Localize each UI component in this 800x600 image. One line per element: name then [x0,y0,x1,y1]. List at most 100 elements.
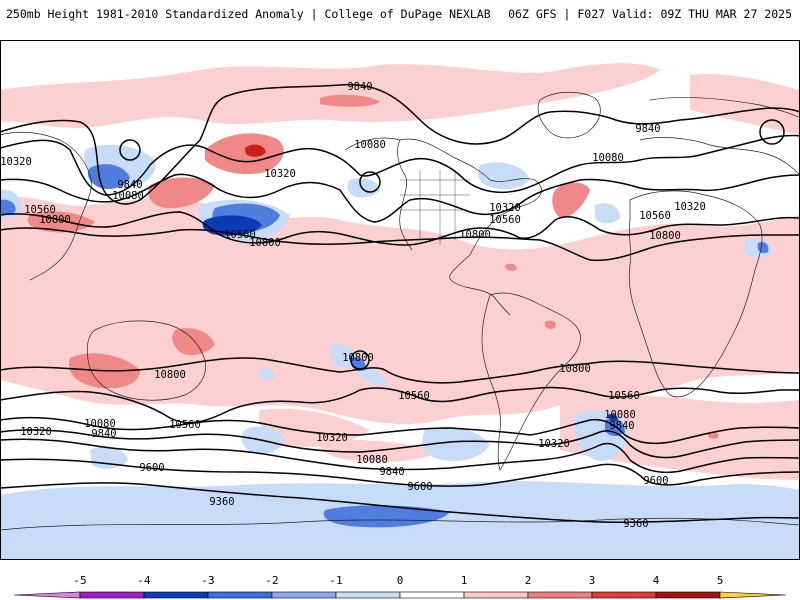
colorbar-left-arrow [13,591,81,599]
colorbar-tick-label: -3 [201,574,214,587]
positive-anomaly-strong [245,144,266,157]
colorbar-segment [335,591,401,599]
contour-label: 10560 [398,390,430,402]
contour-closed-low-1 [119,139,141,161]
contour-label: 10080 [592,152,624,164]
contour-label: 9840 [347,81,372,93]
africa-outline [628,190,763,398]
contour-label: 10560 [169,419,201,431]
anomaly-map: 9840 10320 9840 10080 10560 10800 10080 … [0,40,800,560]
contour-label: 10800 [249,237,281,249]
contour-label: 10800 [39,214,71,226]
contour-label: 10800 [154,369,186,381]
height-contours [0,83,800,523]
colorbar-tick-label: -2 [265,574,278,587]
contour-label: 10560 [24,204,56,216]
contour-label: 9600 [407,481,432,493]
colorbar-segment [527,591,593,599]
colorbar-segments [13,591,787,599]
colorbar-tick-label: -5 [73,574,86,587]
colorbar-tick-label: 2 [525,574,532,587]
contour-9360-south [0,482,800,523]
colorbar-tick-label: -1 [329,574,342,587]
contour-label: 10320 [316,432,348,444]
contour-labels: 9840 10320 9840 10080 10560 10800 10080 … [0,81,706,530]
contour-label: 10320 [20,426,52,438]
contour-10080-south [0,429,800,459]
contour-10080-north [0,134,800,196]
contour-label: 10080 [604,409,636,421]
contour-label: 10320 [538,438,570,450]
contour-label: 10080 [354,139,386,151]
colorbar-segment [79,591,145,599]
anomaly-map-svg: 9840 10320 9840 10080 10560 10800 10080 … [0,40,800,560]
asia-outline [0,131,92,281]
map-header: 250mb Height 1981-2010 Standardized Anom… [0,0,800,28]
contour-10320-north [0,173,800,223]
greenland-outline [537,91,601,139]
contour-label: 10320 [0,156,32,168]
contour-label: 10080 [84,418,116,430]
colorbar-tick-label: 4 [653,574,660,587]
contour-9840-south [0,438,800,473]
contour-label: 10560 [489,214,521,226]
contour-label: 10800 [559,363,591,375]
contour-label: 9840 [117,179,142,191]
contour-label: 10560 [224,229,256,241]
anomaly-colorbar: -5 -4 -3 -2 -1 0 1 2 3 4 5 [0,566,800,600]
south-america-outline [481,292,581,471]
contour-label: 10800 [459,229,491,241]
north-america-outline [344,137,542,316]
contour-label: 10080 [112,190,144,202]
contour-closed-low-4 [759,119,785,145]
colorbar-tick-label: 1 [461,574,468,587]
colorbar-segment [207,591,273,599]
map-title: 250mb Height 1981-2010 Standardized Anom… [6,7,491,21]
colorbar-segment [655,591,721,599]
contour-label: 10800 [342,352,374,364]
contour-10320-south [0,416,800,445]
contour-label: 9840 [91,428,116,440]
colorbar-segment [271,591,337,599]
antarctica-outline [0,517,800,531]
contour-10560-south [0,386,800,424]
colorbar-tick-label: 3 [589,574,596,587]
colorbar-segment [591,591,657,599]
contour-label: 10320 [489,202,521,214]
colorbar-svg: -5 -4 -3 -2 -1 0 1 2 3 4 5 [13,574,787,599]
contour-closed-low-3 [350,350,370,370]
contour-label: 9360 [209,496,234,508]
contour-label: 9360 [623,518,648,530]
colorbar-segment [399,591,465,599]
colorbar-right-arrow [719,591,787,599]
contour-closed-low-2 [359,171,381,193]
contour-label: 10800 [649,230,681,242]
contour-label: 10560 [639,210,671,222]
contour-label: 10560 [608,390,640,402]
contour-9600-south [0,458,800,487]
colorbar-segment [463,591,529,599]
contour-label: 9600 [139,462,164,474]
colorbar-tick-label: -4 [137,574,151,587]
contour-10800-south [0,357,800,384]
colorbar-segment [143,591,209,599]
australia-outline [86,320,206,401]
contour-label: 10320 [264,168,296,180]
colorbar-ticks: -5 -4 -3 -2 -1 0 1 2 3 4 5 [73,574,723,587]
europe-outline [639,137,800,176]
colorbar-tick-label: 0 [397,574,404,587]
continent-outlines [0,91,800,531]
contour-9840-north [0,83,800,205]
contour-10560-north [0,211,800,246]
positive-anomaly-light [0,63,800,480]
contour-label: 9840 [635,123,660,135]
contour-label: 10320 [674,201,706,213]
contour-label: 9840 [379,466,404,478]
contour-label: 9840 [609,420,634,432]
contour-label: 10080 [356,454,388,466]
colorbar-tick-label: 5 [717,574,724,587]
contour-10800-north [0,227,800,262]
model-run-info: 06Z GFS | F027 Valid: 09Z THU MAR 27 202… [508,7,792,21]
contour-label: 9600 [643,475,668,487]
